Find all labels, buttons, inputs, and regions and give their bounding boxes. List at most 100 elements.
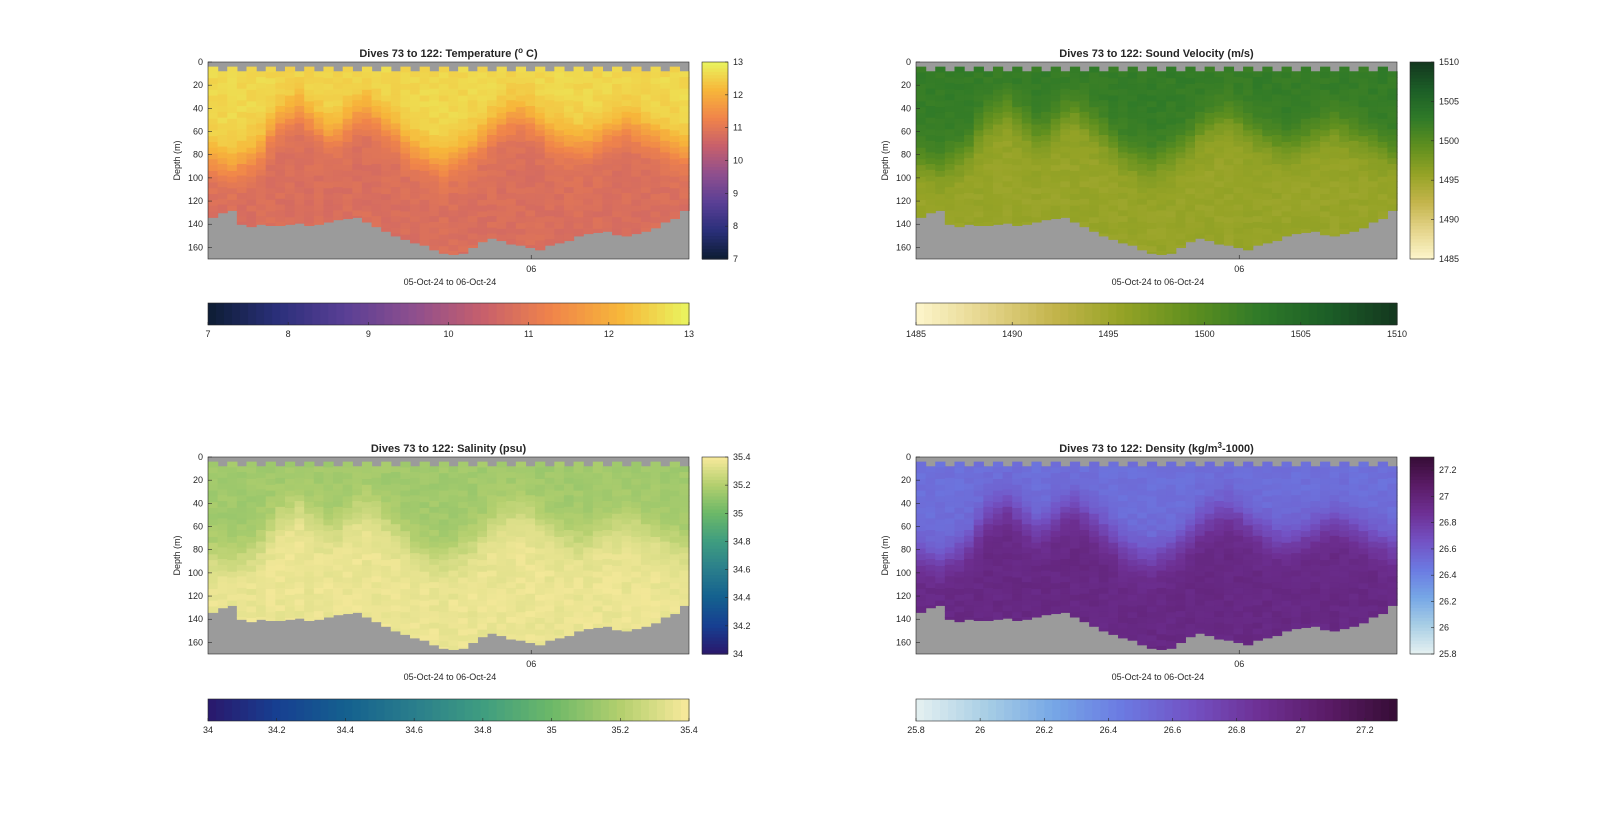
data-cell (592, 136, 604, 143)
data-cell (1223, 124, 1235, 131)
data-cell (973, 101, 984, 108)
data-cell (1358, 101, 1369, 108)
data-cell (419, 525, 430, 532)
data-cell (246, 490, 257, 497)
data-cell (429, 221, 440, 229)
dive-column (236, 466, 248, 620)
data-cell (1271, 111, 1283, 119)
data-cell (525, 576, 536, 583)
data-cell (323, 461, 334, 469)
data-cell (612, 473, 623, 480)
data-cell (1166, 112, 1177, 120)
data-cell (515, 560, 527, 567)
data-cell (1214, 158, 1225, 165)
data-cell (954, 165, 965, 172)
data-cell (973, 194, 984, 201)
data-cell (246, 211, 257, 218)
data-cell (583, 169, 594, 177)
data-cell (669, 205, 680, 213)
data-cell (650, 72, 661, 79)
data-cell (1252, 169, 1263, 177)
data-cell (631, 107, 642, 114)
data-cell (381, 66, 392, 74)
data-cell (944, 100, 956, 107)
data-cell (284, 182, 296, 189)
data-cell (1002, 88, 1013, 96)
data-cell (650, 484, 661, 492)
data-cell (304, 594, 315, 602)
data-cell (1233, 181, 1244, 188)
data-cell (1146, 84, 1158, 91)
data-cell (631, 536, 642, 544)
data-cell (944, 140, 956, 148)
dive-column (1348, 71, 1360, 232)
data-cell (1377, 188, 1388, 195)
data-cell (429, 477, 440, 485)
data-cell (506, 210, 517, 217)
data-cell (467, 587, 478, 595)
data-cell (458, 240, 469, 247)
data-cell (1021, 187, 1033, 194)
data-cell (1262, 118, 1273, 126)
hcolorbar-segment (640, 699, 650, 721)
data-cell (592, 525, 604, 532)
colorbar-segment (1410, 232, 1434, 237)
data-cell (650, 594, 661, 602)
data-cell (371, 198, 382, 206)
data-cell (486, 558, 498, 566)
data-cell (1233, 117, 1244, 125)
data-cell (400, 589, 411, 596)
data-cell (352, 489, 363, 496)
data-cell (1156, 135, 1167, 142)
data-cell (612, 118, 623, 126)
data-cell (660, 466, 671, 473)
data-cell (935, 199, 946, 207)
data-cell (227, 188, 238, 195)
data-cell (381, 124, 392, 131)
colorbar-segment (702, 180, 728, 185)
data-cell (1310, 129, 1321, 136)
data-cell (525, 163, 536, 171)
data-cell (563, 169, 575, 177)
data-cell (1252, 94, 1263, 101)
data-cell (1300, 72, 1312, 79)
data-cell (1310, 88, 1321, 96)
data-cell (438, 554, 450, 561)
hcolorbar-segment (996, 303, 1005, 325)
data-cell (650, 473, 661, 480)
data-cell (525, 100, 536, 107)
data-cell (333, 123, 344, 130)
data-cell (612, 165, 623, 172)
data-cell (419, 612, 430, 619)
data-cell (1146, 199, 1158, 207)
data-cell (916, 531, 927, 538)
data-cell (669, 199, 680, 207)
data-cell (227, 153, 238, 160)
data-cell (486, 616, 498, 624)
data-cell (265, 124, 276, 131)
data-cell (410, 530, 421, 537)
data-cell (679, 564, 690, 572)
data-cell (1041, 175, 1052, 182)
data-cell (333, 129, 344, 136)
data-cell (438, 199, 450, 207)
data-cell (925, 163, 936, 171)
data-cell (640, 77, 652, 84)
data-cell (1060, 117, 1071, 125)
dive-column (496, 66, 507, 242)
data-cell (1233, 135, 1244, 142)
data-cell (208, 141, 219, 149)
data-cell (525, 158, 536, 165)
data-cell (400, 78, 411, 85)
colorbar-segment (702, 512, 728, 517)
data-cell (1060, 210, 1071, 217)
data-cell (313, 582, 325, 589)
data-cell (400, 583, 411, 590)
data-cell (964, 106, 975, 113)
data-cell (563, 553, 575, 560)
data-cell (544, 88, 555, 96)
data-cell (448, 239, 459, 246)
data-cell (429, 622, 440, 630)
data-cell (217, 576, 228, 583)
hcolorbar-segment (616, 699, 626, 721)
